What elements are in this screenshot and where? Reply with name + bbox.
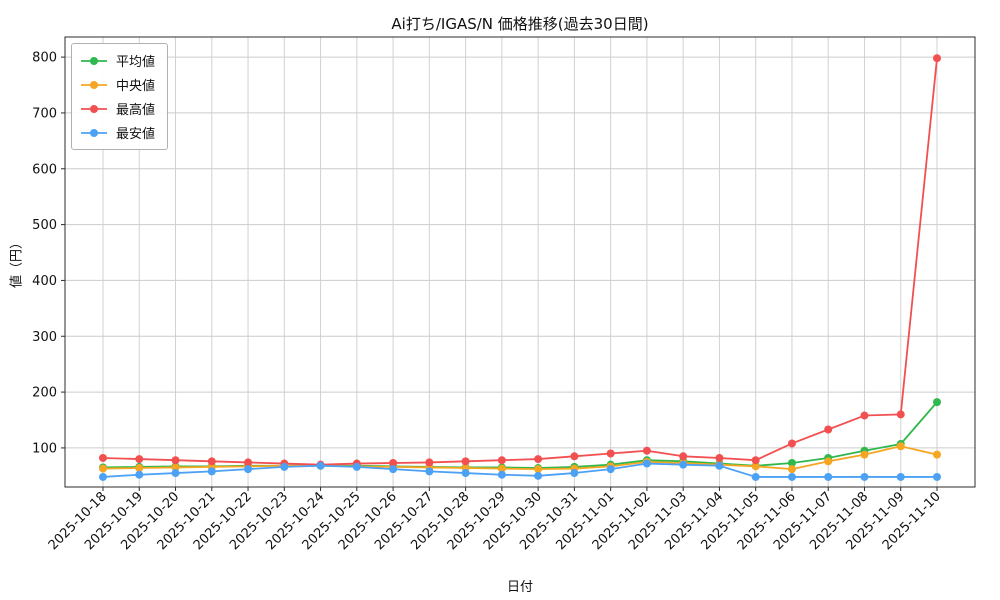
y-tick-label: 200 xyxy=(32,386,57,401)
data-point-median xyxy=(751,462,760,471)
data-point-min xyxy=(824,472,833,481)
data-point-min xyxy=(352,462,361,471)
data-point-min xyxy=(461,469,470,478)
data-point-min xyxy=(787,472,796,481)
data-point-max xyxy=(461,457,470,466)
data-point-median xyxy=(534,465,543,474)
data-point-max xyxy=(244,458,253,467)
data-point-min xyxy=(280,462,289,471)
data-point-max xyxy=(425,458,434,467)
data-point-max xyxy=(606,449,615,458)
chart-legend: 平均値中央値最高値最安値 xyxy=(71,43,169,150)
data-point-median xyxy=(171,463,180,472)
data-point-min xyxy=(425,467,434,476)
data-point-median xyxy=(497,464,506,473)
data-point-min xyxy=(679,460,688,469)
data-point-min xyxy=(896,472,905,481)
data-point-max xyxy=(642,446,651,455)
data-point-min xyxy=(389,465,398,474)
data-point-median xyxy=(860,450,869,459)
data-point-max xyxy=(679,452,688,461)
y-tick-label: 700 xyxy=(32,106,57,121)
data-point-min xyxy=(316,461,325,470)
data-point-max xyxy=(570,452,579,461)
data-point-max xyxy=(207,457,216,466)
legend-marker-max xyxy=(81,104,107,113)
y-tick-label: 300 xyxy=(32,330,57,345)
data-point-max xyxy=(135,455,144,464)
chart-title: Ai打ち/IGAS/N 価格推移(過去30日間) xyxy=(391,15,649,33)
data-point-mean xyxy=(933,398,941,407)
y-tick-label: 100 xyxy=(32,441,57,456)
series-line-max xyxy=(102,58,938,466)
legend-item-min: 最安値 xyxy=(80,123,155,142)
data-point-max xyxy=(715,453,724,462)
data-point-min xyxy=(534,471,543,480)
data-point-max xyxy=(860,411,869,420)
data-point-median xyxy=(99,464,107,473)
legend-item-median: 中央値 xyxy=(80,75,155,94)
data-point-min xyxy=(715,461,724,470)
legend-label-max: 最高値 xyxy=(116,103,156,118)
y-tick-label: 500 xyxy=(32,218,57,233)
y-tick-label: 800 xyxy=(32,51,57,66)
data-point-median xyxy=(824,457,833,466)
data-point-max xyxy=(99,453,107,462)
data-point-min xyxy=(860,472,869,481)
data-point-max xyxy=(171,456,180,465)
data-point-max xyxy=(751,456,760,465)
y-tick-label: 600 xyxy=(32,162,57,177)
data-point-min xyxy=(244,465,253,474)
data-point-min xyxy=(606,465,615,474)
data-point-max xyxy=(787,439,796,448)
data-point-min xyxy=(135,470,144,479)
legend-label-mean: 平均値 xyxy=(116,55,156,70)
data-point-max xyxy=(389,458,398,467)
data-point-min xyxy=(171,469,180,478)
data-point-min xyxy=(99,472,107,481)
data-point-max xyxy=(896,410,905,419)
data-point-min xyxy=(207,467,216,476)
data-point-max xyxy=(534,455,543,464)
data-point-max xyxy=(824,425,833,434)
data-point-min xyxy=(642,459,651,468)
legend-item-max: 最高値 xyxy=(80,99,155,118)
series-line-min xyxy=(102,462,937,478)
data-point-median xyxy=(896,442,905,451)
data-point-median xyxy=(933,450,941,459)
legend-marker-median xyxy=(81,80,107,89)
series-line-median xyxy=(102,445,938,471)
y-tick-label: 400 xyxy=(32,274,57,289)
data-point-max xyxy=(497,456,506,465)
data-point-median xyxy=(787,465,796,474)
data-point-min xyxy=(570,469,579,478)
data-point-mean xyxy=(787,458,796,467)
data-point-min xyxy=(933,472,941,481)
data-point-min xyxy=(751,472,760,481)
legend-item-mean: 平均値 xyxy=(80,51,155,70)
data-point-median xyxy=(135,464,144,473)
legend-marker-min xyxy=(81,128,107,137)
x-axis-label: 日付 xyxy=(506,580,533,595)
legend-label-min: 最安値 xyxy=(116,127,156,142)
legend-marker-mean xyxy=(81,56,107,65)
legend-label-median: 中央値 xyxy=(116,79,156,94)
plot-frame xyxy=(64,36,976,488)
data-point-max xyxy=(933,54,941,63)
data-point-min xyxy=(497,470,506,479)
